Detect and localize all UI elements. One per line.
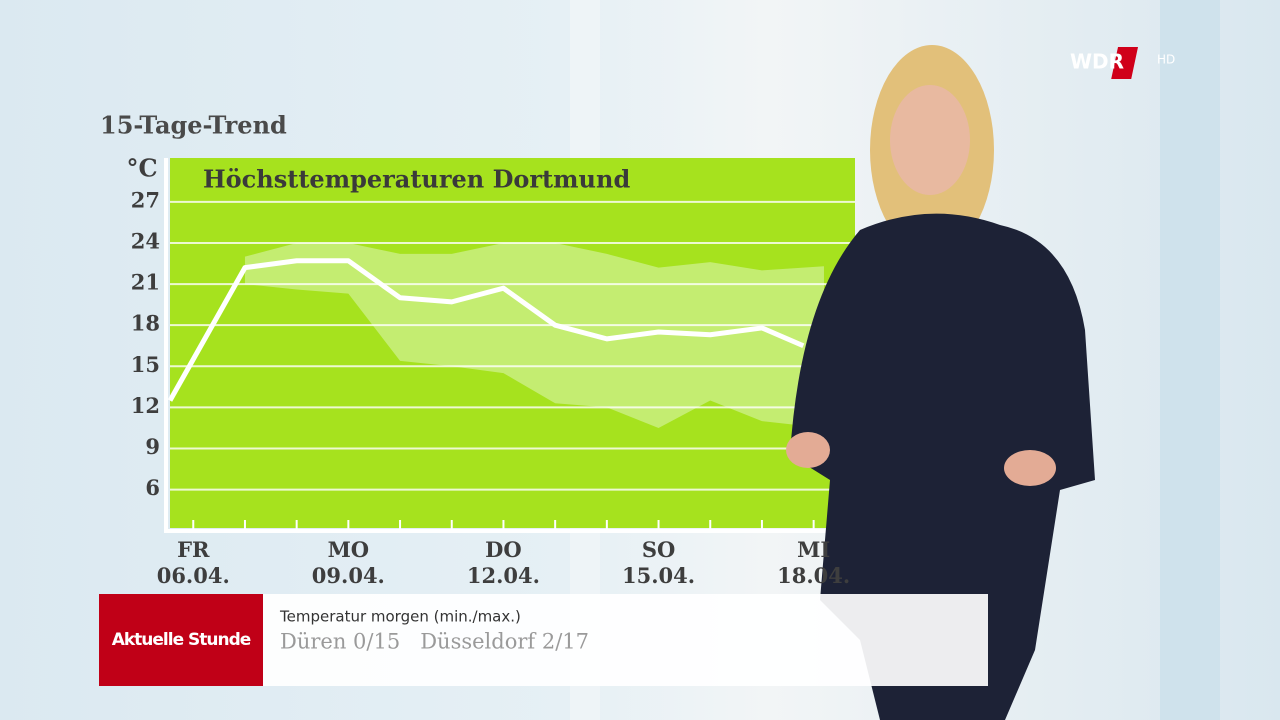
lower-third-text: Düren 0/15 Düsseldorf 2/17 [280, 630, 589, 654]
y-tick-label: 24 [131, 228, 160, 253]
x-tick-label: MO 09.04. [311, 537, 385, 588]
x-tick-label: MI 18.04. [777, 537, 851, 588]
logo-brand: WDR [1070, 50, 1124, 74]
y-tick-label: 9 [145, 434, 160, 459]
x-tick-label: SO 15.04. [622, 537, 696, 588]
y-tick-label: 12 [131, 393, 160, 418]
chart-heading: 15-Tage-Trend [100, 111, 287, 140]
y-tick-label: 21 [131, 270, 160, 295]
program-badge [99, 594, 263, 686]
x-tick-label: DO 12.04. [466, 537, 540, 588]
logo-mark [1111, 47, 1139, 79]
x-tick-label: FR 06.04. [156, 537, 230, 588]
chart-title: Höchsttemperaturen Dortmund [203, 165, 630, 194]
backdrop-panel [1160, 0, 1220, 720]
temperature-line [167, 258, 805, 402]
program-name: Aktuelle Stunde [112, 630, 251, 650]
presenter [786, 45, 1095, 720]
logo-quality: HD [1157, 53, 1175, 67]
y-tick-label: 15 [131, 352, 160, 377]
y-tick-label: 6 [145, 475, 160, 500]
lower-third-headline: Temperatur morgen (min./max.) [279, 608, 521, 626]
y-tick-label: 27 [131, 187, 160, 212]
y-unit: °C [126, 154, 157, 183]
lower-third-panel [263, 594, 988, 686]
y-tick-label: 18 [131, 311, 160, 336]
